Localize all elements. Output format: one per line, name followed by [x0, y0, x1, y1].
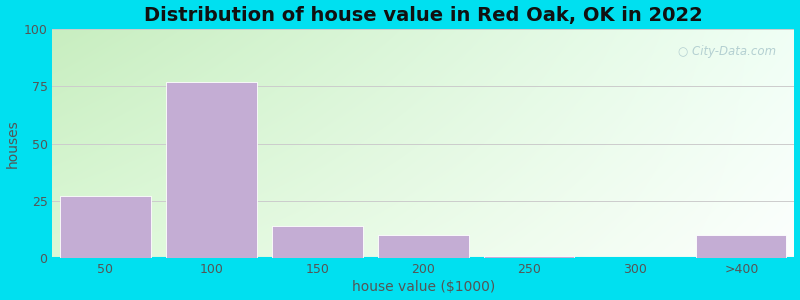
- Text: ○ City-Data.com: ○ City-Data.com: [678, 45, 776, 58]
- Bar: [485, 256, 574, 258]
- Title: Distribution of house value in Red Oak, OK in 2022: Distribution of house value in Red Oak, …: [144, 6, 703, 25]
- Y-axis label: houses: houses: [6, 119, 19, 168]
- Bar: [378, 236, 469, 258]
- Bar: [273, 226, 362, 258]
- X-axis label: house value ($1000): house value ($1000): [352, 280, 495, 294]
- Bar: [696, 236, 786, 258]
- Bar: [166, 82, 257, 258]
- Bar: [61, 196, 150, 258]
